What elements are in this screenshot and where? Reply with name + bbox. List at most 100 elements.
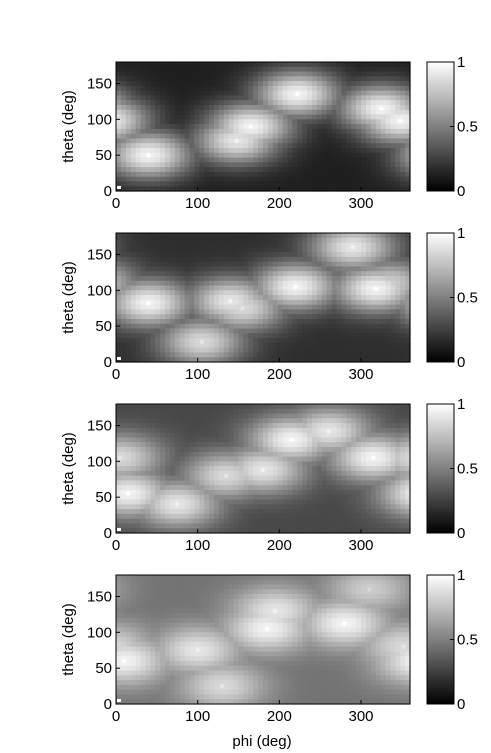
- heatmap-cell: [209, 186, 215, 192]
- heatmap-cell: [253, 456, 259, 462]
- heatmap-cell: [184, 418, 191, 424]
- heatmap-cell: [228, 423, 235, 429]
- heatmap-cell: [218, 261, 225, 268]
- heatmap-cell: [130, 480, 137, 486]
- heatmap-cell: [174, 432, 181, 439]
- heatmap-cell: [361, 513, 367, 520]
- heatmap-cell: [174, 237, 181, 244]
- heatmap-cell: [263, 442, 269, 448]
- heatmap-cell: [263, 309, 269, 315]
- heatmap-cell: [400, 76, 406, 82]
- heatmap-cell: [243, 71, 249, 77]
- heatmap-cell: [150, 157, 156, 163]
- heatmap-cell: [351, 427, 357, 434]
- heatmap-cell: [365, 71, 372, 77]
- heatmap-cell: [297, 290, 303, 296]
- heatmap-cell: [341, 423, 347, 429]
- heatmap-cell: [380, 437, 387, 443]
- heatmap-cell: [380, 186, 387, 192]
- heatmap-cell: [272, 333, 279, 339]
- heatmap-cell: [356, 304, 362, 311]
- heatmap-cell: [326, 314, 333, 320]
- heatmap-cell: [380, 124, 387, 130]
- heatmap-cell: [307, 242, 313, 248]
- heatmap-cell: [292, 85, 298, 92]
- heatmap-cell: [390, 461, 396, 467]
- heatmap-cell: [302, 357, 308, 363]
- heatmap-cell: [160, 242, 166, 248]
- heatmap-cell: [326, 105, 333, 111]
- heatmap-cell: [385, 528, 391, 534]
- heatmap-cell: [312, 247, 318, 253]
- heatmap-cell: [312, 456, 318, 462]
- heatmap-cell: [125, 85, 132, 92]
- heatmap-cell: [395, 309, 401, 315]
- heatmap-cell: [272, 167, 279, 173]
- heatmap-cell: [189, 276, 195, 282]
- heatmap-cell: [361, 357, 367, 363]
- heatmap-cell: [120, 432, 127, 439]
- heatmap-cell: [287, 290, 293, 296]
- heatmap-cell: [346, 456, 352, 462]
- heatmap-cell: [292, 518, 298, 525]
- heatmap-cell: [233, 285, 240, 291]
- heatmap-cell: [179, 494, 186, 501]
- heatmap-cell: [228, 509, 235, 515]
- heatmap-cell: [223, 138, 230, 144]
- heatmap-cell: [331, 247, 338, 253]
- heatmap-cell: [346, 423, 352, 429]
- heatmap-cell: [189, 494, 195, 501]
- heatmap-cell: [292, 470, 298, 477]
- heatmap-cell: [356, 114, 362, 120]
- heatmap-cell: [194, 456, 200, 462]
- heatmap-cell: [316, 408, 323, 415]
- heatmap-cell: [365, 133, 372, 140]
- heatmap-cell: [169, 509, 176, 515]
- heatmap-cell: [228, 152, 235, 159]
- heatmap-cell: [312, 266, 318, 272]
- heatmap-cell: [204, 186, 210, 192]
- heatmap-cell: [400, 276, 406, 282]
- heatmap-cell: [209, 437, 215, 443]
- heatmap-cell: [380, 461, 387, 467]
- heatmap-cell: [160, 528, 166, 534]
- heatmap-cell: [390, 480, 396, 486]
- heatmap-cell: [263, 124, 269, 130]
- heatmap-cell: [125, 133, 132, 140]
- heatmap-cell: [370, 90, 377, 97]
- heatmap-cell: [223, 128, 230, 135]
- heatmap-cell: [277, 342, 284, 349]
- heatmap-cell: [145, 114, 151, 120]
- heatmap-cell: [292, 157, 298, 163]
- heatmap-cell: [282, 76, 289, 82]
- heatmap-cell: [341, 285, 347, 291]
- heatmap-cell: [385, 323, 391, 330]
- heatmap-cell: [253, 328, 259, 334]
- heatmap-cell: [120, 109, 127, 116]
- heatmap-cell: [331, 509, 338, 515]
- heatmap-cell: [316, 485, 323, 491]
- colorbar-tick-label: 0: [457, 354, 465, 371]
- heatmap-cell: [243, 299, 249, 306]
- heatmap-cell: [307, 338, 313, 344]
- heatmap-cell: [272, 323, 279, 330]
- heatmap-cell: [194, 271, 200, 277]
- heatmap-cell: [380, 271, 387, 277]
- heatmap-cell: [375, 418, 382, 424]
- heatmap-cell: [160, 261, 166, 268]
- heatmap-cell: [150, 480, 156, 486]
- heatmap-cell: [214, 171, 220, 178]
- heatmap-cell: [169, 148, 176, 154]
- heatmap-cell: [116, 143, 122, 149]
- heatmap-cell: [390, 509, 396, 515]
- heatmap-cell: [267, 109, 274, 116]
- heatmap-cell: [125, 528, 132, 534]
- heatmap-cell: [184, 256, 191, 263]
- heatmap-cell: [174, 143, 181, 149]
- heatmap-cell: [116, 333, 122, 339]
- heatmap-cell: [316, 504, 323, 510]
- heatmap-cell: [351, 528, 357, 534]
- heatmap-cell: [380, 413, 387, 419]
- heatmap-cell: [228, 451, 235, 458]
- heatmap-cell: [380, 109, 387, 116]
